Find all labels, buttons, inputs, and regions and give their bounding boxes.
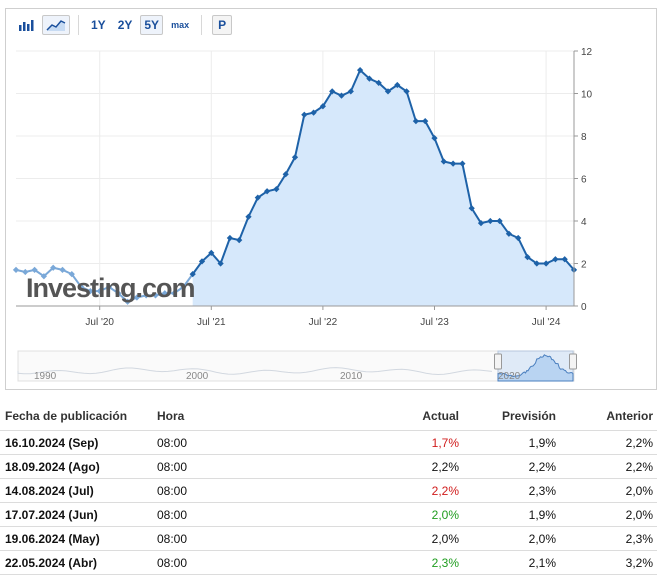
range-button-5y[interactable]: 5Y [140,15,164,35]
cell-date: 14.08.2024 (Jul) [0,478,156,503]
chart-panel: 1Y 2Y 5Y max P 0 2 4 6 8 10 12 Jul '20 Jul '21 Jul … [5,8,657,390]
cell-previous: 2,3% [560,526,657,551]
navigator-track [17,350,575,382]
data-point [542,260,550,267]
table-row: 14.08.2024 (Jul) 08:00 2,2% 2,3% 2,0% [0,478,657,503]
navigator-year-label: 2000 [186,371,209,382]
range-buttons: 1Y 2Y 5Y max [87,15,197,35]
cell-date: 17.07.2024 (Jun) [0,502,156,527]
cell-time: 08:00 [156,454,348,479]
cell-actual: 1,7% [348,430,463,455]
table-body: 16.10.2024 (Sep) 08:00 1,7% 1,9% 2,2% 18.09.2… [0,430,657,575]
toolbar-divider [201,15,203,35]
investing-watermark: Investing.com [26,273,195,303]
cell-time: 08:00 [156,430,348,455]
cell-forecast: 2,2% [463,454,560,479]
y-tick-label: 0 [581,302,587,313]
cell-previous: 2,2% [560,430,657,455]
chart-toolbar: 1Y 2Y 5Y max P [14,14,236,36]
cell-time: 08:00 [156,502,348,527]
cell-actual: 2,0% [348,526,463,551]
navigator-history-line [17,367,493,376]
header-time: Hora [157,409,185,423]
cell-forecast: 2,1% [463,550,560,575]
y-tick-label: 12 [581,47,593,58]
navigator-year-label: 1990 [34,371,57,382]
cell-actual: 2,2% [348,478,463,503]
data-point [208,249,215,256]
range-button-2y[interactable]: 2Y [117,18,133,32]
cell-forecast: 2,3% [463,478,560,503]
navigator-handle-left[interactable] [494,353,502,370]
data-point [217,260,224,267]
data-point [124,298,131,305]
table-row: 19.06.2024 (May) 08:00 2,0% 2,0% 2,3% [0,526,657,551]
data-point [198,258,206,265]
releases-table: Fecha de publicación Hora Actual Previsi… [0,402,657,575]
cell-actual: 2,0% [348,502,463,527]
table-row: 22.05.2024 (Abr) 08:00 2,3% 2,1% 3,2% [0,550,657,575]
header-forecast: Previsión [501,409,556,423]
chart-plot-area [12,67,578,306]
cell-time: 08:00 [156,526,348,551]
data-point [226,234,234,242]
data-point [170,290,178,297]
series-area [192,70,574,306]
cell-previous: 3,2% [560,550,657,575]
y-tick-label: 2 [581,260,587,271]
navigator-handle-right[interactable] [569,353,577,370]
cell-time: 08:00 [156,478,348,503]
cell-forecast: 1,9% [463,430,560,455]
y-tick-label: 4 [581,217,587,228]
data-point [236,237,243,244]
table-row: 16.10.2024 (Sep) 08:00 1,7% 1,9% 2,2% [0,430,657,455]
cell-date: 22.05.2024 (Abr) [0,550,156,575]
data-point [533,260,540,267]
x-tick-label: Jul '21 [197,317,226,328]
cell-date: 19.06.2024 (May) [0,526,156,551]
header-actual: Actual [422,409,459,423]
navigator[interactable]: 1990 2000 2010 2020 [17,350,577,382]
header-previous: Anterior [606,409,653,423]
cell-previous: 2,0% [560,502,657,527]
toolbar-divider [78,15,79,35]
y-tick-label: 6 [581,175,587,186]
bar-chart-icon[interactable] [14,15,38,35]
y-tick-label: 8 [581,132,587,143]
table-row: 18.09.2024 (Ago) 08:00 2,2% 2,2% 2,2% [0,454,657,479]
table-header-row: Fecha de publicación Hora Actual Previsi… [0,402,657,431]
cell-forecast: 2,0% [463,526,560,551]
cell-actual: 2,3% [348,550,463,575]
releases-table-wrap: Fecha de publicación Hora Actual Previsi… [0,402,662,575]
header-date: Fecha de publicación [5,409,128,423]
x-tick-label: Jul '24 [532,317,561,328]
range-button-max[interactable]: max [171,20,190,30]
x-tick-label: Jul '22 [309,317,338,328]
p-button[interactable]: P [212,15,233,35]
x-tick-label: Jul '20 [85,317,114,328]
cell-date: 16.10.2024 (Sep) [0,430,156,455]
data-point [245,213,252,220]
cell-time: 08:00 [156,550,348,575]
table-row: 17.07.2024 (Jun) 08:00 2,0% 1,9% 2,0% [0,502,657,527]
range-button-1y[interactable]: 1Y [91,18,106,32]
navigator-year-label: 2020 [498,371,521,382]
x-axis: Jul '20 Jul '21 Jul '22 Jul '23 Jul '24 [16,305,574,328]
data-point [12,266,20,273]
cell-forecast: 1,9% [463,502,560,527]
cell-previous: 2,2% [560,454,657,479]
navigator-year-label: 2010 [340,371,363,382]
cell-actual: 2,2% [348,454,463,479]
cell-date: 18.09.2024 (Ago) [0,454,156,479]
y-tick-label: 10 [581,90,593,101]
area-chart-icon[interactable] [42,15,70,35]
x-tick-label: Jul '23 [420,317,449,328]
navigator-series [497,354,574,382]
cell-previous: 2,0% [560,478,657,503]
y-axis: 0 2 4 6 8 10 12 [573,47,593,313]
